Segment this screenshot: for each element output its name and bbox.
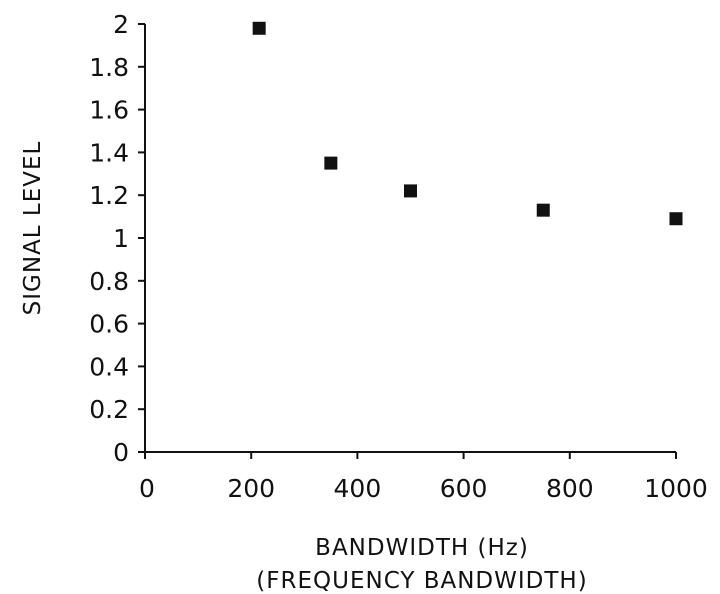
x-tick-label: 400: [334, 474, 382, 503]
x-tick-label: 0: [139, 474, 155, 503]
y-tick-label: 0.4: [89, 352, 129, 381]
x-ticks: 0 200 400 600 800 1000: [139, 452, 708, 503]
data-point: [404, 184, 417, 198]
y-ticks: 0 0.2 0.4 0.6 0.8 1 1.2 1.4 1.6 1.8 2: [89, 10, 145, 467]
data-point: [536, 203, 550, 217]
y-tick-label: 0.8: [89, 267, 129, 296]
y-tick-label: 1.6: [89, 96, 129, 125]
data-point: [324, 156, 338, 170]
y-tick-label: 2: [113, 10, 129, 39]
y-tick-label: 1.4: [89, 138, 129, 167]
y-tick-label: 1.8: [89, 53, 129, 82]
y-axis-label: SIGNAL LEVEL: [20, 141, 46, 316]
y-tick-label: 0: [113, 438, 129, 467]
data-point: [252, 21, 266, 35]
x-tick-label: 800: [546, 474, 594, 503]
y-tick-label: 1.2: [89, 181, 129, 210]
axes: [144, 24, 676, 453]
x-tick-label: 200: [227, 474, 275, 503]
y-tick-label: 1: [113, 224, 129, 253]
x-tick-label: 1000: [644, 474, 708, 503]
x-tick-label: 600: [440, 474, 488, 503]
x-axis-label: BANDWIDTH (Hz): [315, 535, 529, 561]
y-tick-label: 0.2: [89, 395, 129, 424]
data-points: [252, 21, 683, 226]
y-tick-label: 0.6: [89, 310, 129, 339]
x-axis-sublabel: (FREQUENCY BANDWIDTH): [256, 568, 587, 594]
data-point: [669, 212, 683, 226]
